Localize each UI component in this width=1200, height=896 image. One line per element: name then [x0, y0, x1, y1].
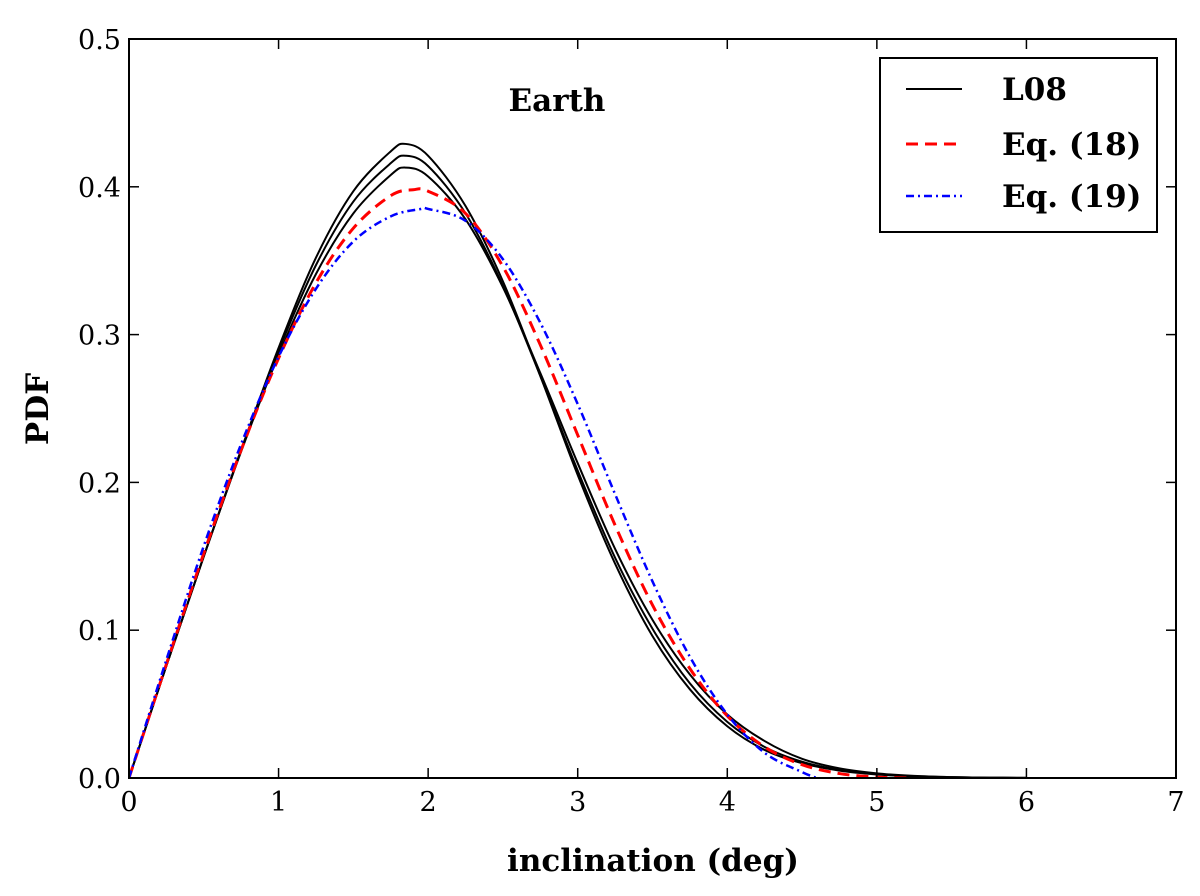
series-eq18	[129, 187, 907, 778]
chart-annotation: Earth	[509, 83, 606, 119]
legend: L08 Eq. (18) Eq. (19)	[879, 57, 1158, 233]
x-tick-label: 3	[569, 787, 586, 818]
x-tick-label: 0	[120, 787, 137, 818]
plot-area	[129, 142, 1027, 778]
y-tick-label: 0.2	[78, 468, 121, 499]
x-axis-label: inclination (deg)	[507, 843, 799, 879]
y-tick-label: 0.5	[78, 25, 121, 56]
axes-frame	[128, 38, 1177, 779]
y-axis-label: PDF	[20, 373, 56, 445]
x-tick-label: 2	[420, 787, 437, 818]
y-tick-label: 0.1	[78, 616, 121, 647]
x-tick-label: 7	[1167, 787, 1184, 818]
y-tick-label: 0.3	[78, 321, 121, 352]
x-tick-label: 5	[868, 787, 885, 818]
x-tick-label: 1	[270, 787, 287, 818]
y-tick-label: 0.4	[78, 173, 121, 204]
series-l08-b	[129, 154, 1027, 778]
legend-label-eq19: Eq. (19)	[1002, 179, 1141, 215]
legend-label-eq18: Eq. (18)	[1002, 127, 1141, 163]
y-tick-label: 0.0	[78, 764, 121, 795]
x-tick-label: 6	[1018, 787, 1035, 818]
x-tick-label: 4	[719, 787, 736, 818]
series-eq19	[129, 206, 818, 778]
tick-labels-group: 0 1 2 3 4 5 6 7 0.0 0.1 0.2 0.3 0.4 0.5	[78, 25, 1185, 818]
legend-label-l08: L08	[1002, 72, 1067, 108]
